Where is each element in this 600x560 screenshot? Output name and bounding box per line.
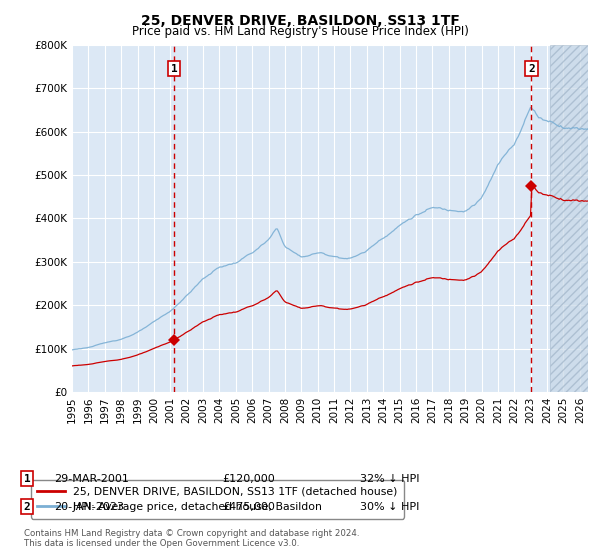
- Text: 32% ↓ HPI: 32% ↓ HPI: [360, 474, 419, 484]
- Text: 1: 1: [170, 64, 178, 74]
- Text: 2: 2: [528, 64, 535, 74]
- Text: 25, DENVER DRIVE, BASILDON, SS13 1TF: 25, DENVER DRIVE, BASILDON, SS13 1TF: [140, 14, 460, 28]
- Bar: [550, 45, 588, 392]
- Text: 1: 1: [23, 474, 31, 484]
- Text: Contains HM Land Registry data © Crown copyright and database right 2024.
This d: Contains HM Land Registry data © Crown c…: [24, 529, 359, 548]
- Text: 30% ↓ HPI: 30% ↓ HPI: [360, 502, 419, 512]
- Text: £120,000: £120,000: [222, 474, 275, 484]
- Legend: 25, DENVER DRIVE, BASILDON, SS13 1TF (detached house), HPI: Average price, detac: 25, DENVER DRIVE, BASILDON, SS13 1TF (de…: [31, 480, 404, 519]
- Text: 2: 2: [23, 502, 31, 512]
- Text: 20-JAN-2023: 20-JAN-2023: [54, 502, 124, 512]
- Text: 29-MAR-2001: 29-MAR-2001: [54, 474, 129, 484]
- Text: Price paid vs. HM Land Registry's House Price Index (HPI): Price paid vs. HM Land Registry's House …: [131, 25, 469, 38]
- Text: £475,000: £475,000: [222, 502, 275, 512]
